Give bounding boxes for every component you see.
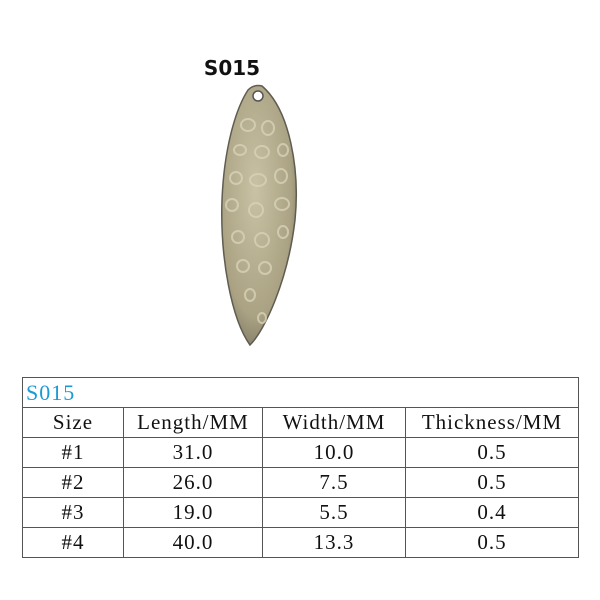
table-cell: 10.0 <box>262 437 406 468</box>
table-cell: #4 <box>22 527 124 558</box>
header-cell: Size <box>22 407 124 438</box>
table-row: #1 31.0 10.0 0.5 <box>22 437 579 468</box>
table-row: #4 40.0 13.3 0.5 <box>22 527 579 558</box>
table-cell: 26.0 <box>123 467 263 498</box>
table-caption: S015 <box>22 377 579 408</box>
table-row: #2 26.0 7.5 0.5 <box>22 467 579 498</box>
table-cell: 19.0 <box>123 497 263 528</box>
table-cell: 13.3 <box>262 527 406 558</box>
table-cell: 0.5 <box>405 467 579 498</box>
header-cell: Thickness/MM <box>405 407 579 438</box>
table-row: #3 19.0 5.5 0.4 <box>22 497 579 528</box>
header-row: Size Length/MM Width/MM Thickness/MM <box>22 407 579 438</box>
table-cell: #2 <box>22 467 124 498</box>
table-cell: 31.0 <box>123 437 263 468</box>
spec-table: S015 Size Length/MM Width/MM Thickness/MM #1 3… <box>22 377 579 558</box>
table-cell: 0.4 <box>405 497 579 528</box>
table-cell: 0.5 <box>405 437 579 468</box>
header-cell: Length/MM <box>123 407 263 438</box>
table-cell: 7.5 <box>262 467 406 498</box>
caption-row: S015 <box>22 377 579 408</box>
product-title: S015 <box>203 56 261 80</box>
table-cell: #3 <box>22 497 124 528</box>
header-cell: Width/MM <box>262 407 406 438</box>
blade-image <box>221 84 297 347</box>
table-cell: #1 <box>22 437 124 468</box>
table-cell: 5.5 <box>262 497 406 528</box>
table-cell: 0.5 <box>405 527 579 558</box>
table-cell: 40.0 <box>123 527 263 558</box>
